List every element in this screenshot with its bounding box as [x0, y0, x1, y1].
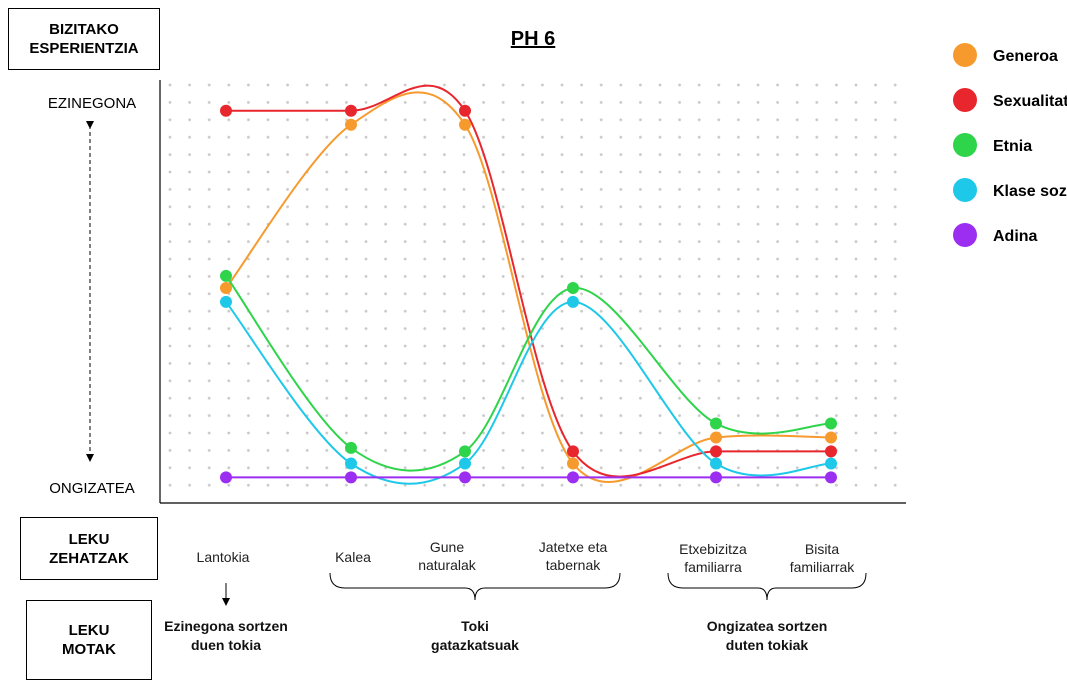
brace	[667, 572, 867, 601]
point	[345, 118, 357, 131]
x-tick-label: Bisita familiarrak	[789, 541, 855, 575]
group-label: Ongizatea sortzen duten tokiak	[706, 618, 828, 653]
point	[345, 104, 357, 117]
point	[825, 431, 837, 444]
legend-label: Generoa	[993, 48, 1058, 65]
legend-swatch	[953, 178, 977, 202]
legend-swatch	[953, 88, 977, 112]
point	[825, 417, 837, 430]
point	[459, 445, 471, 458]
legend-swatch	[953, 43, 977, 67]
x-tick-label: Lantokia	[196, 549, 250, 565]
point	[710, 417, 722, 430]
legend-label: Sexualitatea	[993, 93, 1067, 110]
y-top-label: EZINEGONA	[48, 95, 136, 112]
point	[459, 118, 471, 131]
legend-swatch	[953, 223, 977, 247]
group-label: Toki gatazkatsuak	[431, 618, 519, 653]
x-tick-label: Gune naturalak	[418, 539, 476, 573]
point	[220, 269, 232, 282]
y-bottom-label: ONGIZATEA	[49, 480, 135, 497]
chart-title: PH 6	[511, 28, 555, 50]
point	[459, 104, 471, 117]
point	[710, 471, 722, 484]
point	[567, 295, 579, 308]
group-axis-label: LEKU MOTAK	[26, 600, 152, 680]
point	[710, 431, 722, 444]
point	[459, 471, 471, 484]
x-tick-label: Etxebizitza familiarra	[679, 541, 747, 575]
point	[459, 457, 471, 470]
point	[710, 445, 722, 458]
point	[567, 457, 579, 470]
x-tick-label: Kalea	[335, 549, 371, 565]
point	[567, 445, 579, 458]
y-axis-label: BIZITAKO ESPERIENTZIA	[8, 8, 160, 70]
point	[567, 471, 579, 484]
legend-label: Klase soziala	[993, 183, 1067, 200]
point	[220, 295, 232, 308]
point	[345, 471, 357, 484]
point	[710, 457, 722, 470]
grid-dots	[168, 80, 903, 492]
legend-label: Adina	[993, 228, 1038, 245]
point	[220, 282, 232, 295]
point	[825, 445, 837, 458]
point	[825, 457, 837, 470]
legend-label: Etnia	[993, 138, 1032, 155]
point	[345, 441, 357, 454]
point	[220, 104, 232, 117]
group-label: Ezinegona sortzen duen tokia	[164, 618, 288, 653]
point	[567, 282, 579, 295]
point	[220, 471, 232, 484]
point	[345, 457, 357, 470]
legend-swatch	[953, 133, 977, 157]
x-tick-label: Jatetxe eta tabernak	[538, 539, 608, 573]
x-axis-label: LEKU ZEHATZAK	[20, 517, 158, 580]
point	[825, 471, 837, 484]
brace	[329, 572, 621, 601]
